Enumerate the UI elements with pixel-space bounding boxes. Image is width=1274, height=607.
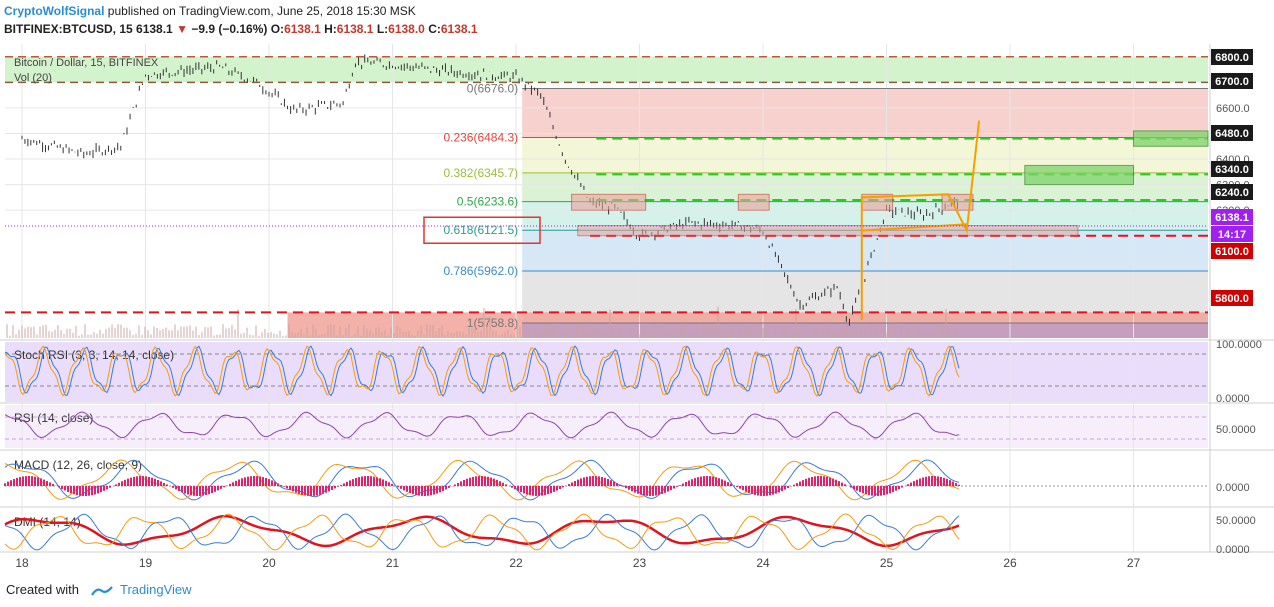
high-label: H: xyxy=(324,22,337,36)
price-tag: 6800.0 xyxy=(1215,52,1249,64)
indicator-scale-tick: 50.0000 xyxy=(1216,424,1256,436)
price-tag: 6340.0 xyxy=(1215,164,1249,176)
fib-label: 0(6676.0) xyxy=(467,81,518,95)
footer-brand[interactable]: TradingView xyxy=(120,582,192,597)
time-tick: 19 xyxy=(139,556,153,570)
fib-label: 0.618(6121.5) xyxy=(443,223,518,237)
fib-highlight-box xyxy=(423,216,541,244)
indicator-scale-tick: 100.0000 xyxy=(1216,339,1262,351)
price-tag-bg xyxy=(1211,184,1253,200)
fib-label: 1(5758.8) xyxy=(467,316,518,330)
price-tag: 6240.0 xyxy=(1215,187,1249,199)
price-tag: 6480.0 xyxy=(1215,128,1249,140)
high-value: 6138.1 xyxy=(336,22,374,36)
price-change: −9.9 (−0.16%) xyxy=(191,22,268,36)
time-tick: 27 xyxy=(1127,556,1141,570)
time-tick: 21 xyxy=(386,556,400,570)
published-text: published on TradingView.com, June 25, 2… xyxy=(107,4,416,18)
chart-grid xyxy=(5,44,1208,552)
symbol-ohlc-line: BITFINEX:BTCUSD, 15 6138.1 ▼ −9.9 (−0.16… xyxy=(4,22,478,36)
resistance-band xyxy=(5,56,1208,83)
fib-label: 0.5(6233.6) xyxy=(457,195,518,209)
price-tag-bg xyxy=(1211,161,1253,177)
fib-label: 0.236(6484.3) xyxy=(443,130,518,144)
rsi-line xyxy=(4,411,960,439)
fibonacci-retracement[interactable]: 0.236(6484.3) 0.382(6345.7) 0.5(6233.6) 0.6… xyxy=(423,81,1208,330)
time-tick: 24 xyxy=(756,556,770,570)
price-tag-bg xyxy=(1211,73,1253,89)
fib-zone xyxy=(522,88,1208,138)
indicator-label: RSI (14, close) xyxy=(14,411,93,425)
footer: Created with TradingView xyxy=(6,582,192,597)
zone-box xyxy=(941,193,974,211)
price-tag-bg xyxy=(1211,243,1253,259)
indicator-scale-tick: 0.0000 xyxy=(1216,544,1250,556)
axes: 6600.06500.06400.06300.06200.06800.06700… xyxy=(0,44,1274,570)
zone-box xyxy=(571,193,647,211)
indicator-label: MACD (12, 26, close, 9) xyxy=(14,458,142,472)
time-tick: 25 xyxy=(880,556,894,570)
last-price: 6138.1 xyxy=(136,22,173,36)
projection-line xyxy=(860,120,981,321)
price-tag: 5800.0 xyxy=(1215,293,1249,305)
stoch-d-line xyxy=(4,345,960,397)
indicator-scale-tick: 0.0000 xyxy=(1216,393,1250,405)
indicator-scale-tick: 0.0000 xyxy=(1216,482,1250,494)
publisher-name[interactable]: CryptoWolfSignal xyxy=(4,4,105,18)
close-value: 6138.1 xyxy=(440,22,478,36)
legend-volume: Vol (20) xyxy=(14,72,52,84)
price-tag: 14:17 xyxy=(1218,229,1246,241)
open-value: 6138.1 xyxy=(284,22,321,36)
price-tag-bg xyxy=(1211,226,1253,242)
target-box xyxy=(1024,164,1134,186)
projection-line xyxy=(861,223,967,232)
macd-line xyxy=(4,459,960,501)
open-label: O: xyxy=(270,22,285,36)
dmi-pane xyxy=(5,509,1208,552)
stoch-k-line xyxy=(4,345,960,397)
macd-pane xyxy=(5,452,1208,506)
annotations[interactable] xyxy=(5,56,1209,321)
stoch-rsi-pane xyxy=(5,342,1208,402)
support-box xyxy=(577,225,1079,237)
indicator-panes: Stoch RSI (3, 3, 14, 14, close) RSI (14, … xyxy=(4,345,1208,551)
price-tag: 6700.0 xyxy=(1215,76,1249,88)
time-tick: 23 xyxy=(633,556,647,570)
symbol-label: BITFINEX:BTCUSD, 15 xyxy=(4,22,133,36)
time-tick: 22 xyxy=(509,556,523,570)
fib-label: 0.786(5962.0) xyxy=(443,264,518,278)
time-tick: 20 xyxy=(262,556,276,570)
price-tick: 6600.0 xyxy=(1216,103,1250,115)
close-label: C: xyxy=(428,22,441,36)
legend-title: Bitcoin / Dollar, 15, BITFINEX xyxy=(14,57,159,69)
rsi-pane xyxy=(5,405,1208,448)
price-tag: 6100.0 xyxy=(1215,246,1249,258)
tradingview-logo-icon xyxy=(90,585,113,596)
price-tag: 6138.1 xyxy=(1215,212,1249,224)
price-tag-bg xyxy=(1211,125,1253,141)
indicator-scale-tick: 50.0000 xyxy=(1216,515,1256,527)
indicator-label: Stoch RSI (3, 3, 14, 14, close) xyxy=(14,348,174,362)
low-label: L: xyxy=(376,22,389,36)
footer-created: Created with xyxy=(6,582,79,597)
low-value: 6138.0 xyxy=(388,22,425,36)
price-tag-bg xyxy=(1211,209,1253,225)
publish-info: CryptoWolfSignal published on TradingVie… xyxy=(4,4,416,18)
dmi-minus-line xyxy=(4,513,960,551)
chart-background-zones xyxy=(0,44,1274,552)
dmi-plus-line xyxy=(4,513,960,551)
target-box xyxy=(1133,130,1209,147)
price-tag-bg xyxy=(1211,290,1253,306)
adx-line xyxy=(4,514,960,548)
price-tag-bg xyxy=(1211,49,1253,65)
down-arrow-icon: ▼ xyxy=(176,22,188,36)
fib-label: 0.382(6345.7) xyxy=(443,166,518,180)
time-tick: 26 xyxy=(1003,556,1017,570)
time-tick: 18 xyxy=(15,556,29,570)
zone-box xyxy=(737,193,770,211)
